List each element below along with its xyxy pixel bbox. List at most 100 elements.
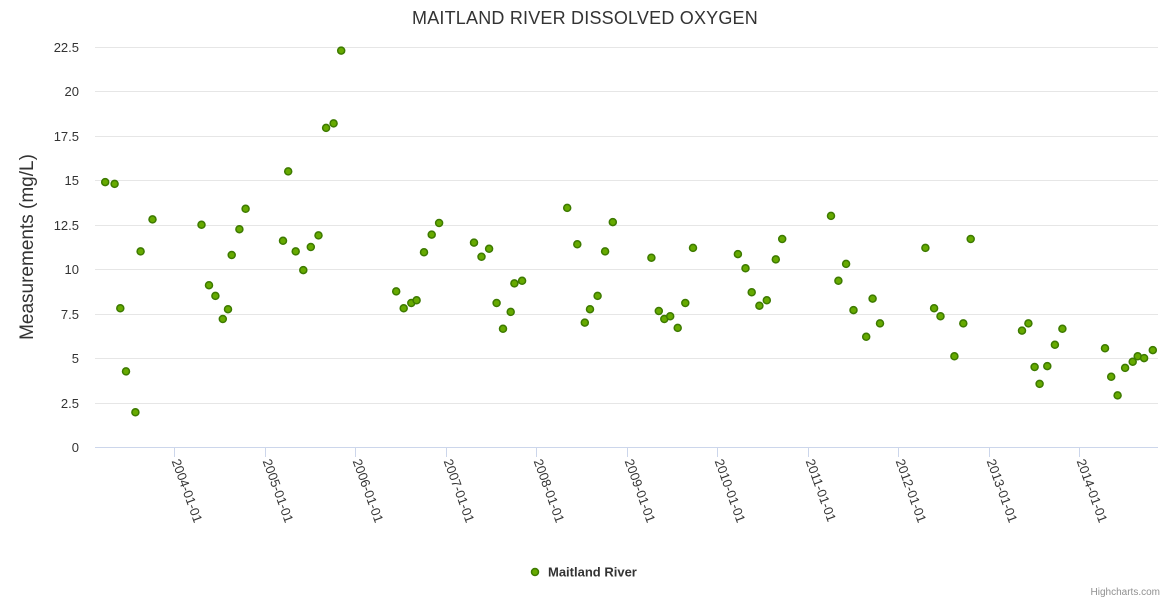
data-point[interactable] bbox=[278, 236, 288, 246]
data-point[interactable] bbox=[136, 247, 145, 256]
data-point[interactable] bbox=[580, 318, 590, 327]
data-point[interactable] bbox=[673, 323, 682, 333]
data-point[interactable] bbox=[469, 238, 479, 247]
data-point[interactable] bbox=[399, 304, 408, 313]
data-point[interactable] bbox=[291, 247, 300, 256]
data-point[interactable] bbox=[929, 304, 939, 313]
data-point[interactable] bbox=[600, 247, 610, 256]
data-point[interactable] bbox=[506, 307, 515, 317]
data-point[interactable] bbox=[110, 179, 119, 189]
series-maitland-river bbox=[100, 46, 1158, 417]
data-point[interactable] bbox=[654, 306, 664, 316]
data-point[interactable] bbox=[306, 242, 316, 252]
x-tick-label: 2010-01-01 bbox=[712, 457, 749, 525]
data-point[interactable] bbox=[148, 215, 157, 224]
data-point[interactable] bbox=[573, 240, 582, 249]
data-point[interactable] bbox=[517, 276, 527, 286]
data-point[interactable] bbox=[861, 332, 871, 342]
data-point[interactable] bbox=[419, 248, 429, 257]
data-point[interactable] bbox=[336, 46, 346, 55]
data-point[interactable] bbox=[608, 217, 618, 227]
data-point[interactable] bbox=[492, 298, 501, 308]
data-point[interactable] bbox=[498, 324, 508, 334]
data-point[interactable] bbox=[314, 231, 323, 240]
data-point[interactable] bbox=[868, 294, 877, 303]
data-point[interactable] bbox=[834, 276, 843, 286]
data-point[interactable] bbox=[283, 167, 293, 176]
data-point[interactable] bbox=[116, 304, 125, 313]
data-point[interactable] bbox=[197, 220, 206, 230]
data-point[interactable] bbox=[100, 177, 110, 187]
data-point[interactable] bbox=[477, 252, 486, 262]
data-point[interactable] bbox=[1120, 363, 1130, 373]
data-point[interactable] bbox=[1058, 324, 1067, 334]
data-point[interactable] bbox=[1017, 326, 1027, 335]
data-point[interactable] bbox=[849, 305, 858, 315]
data-point[interactable] bbox=[733, 249, 743, 259]
data-point[interactable] bbox=[1035, 379, 1044, 389]
data-point[interactable] bbox=[966, 234, 975, 244]
y-tick-label: 22.5 bbox=[54, 40, 79, 55]
x-tick-label: 2009-01-01 bbox=[622, 457, 659, 525]
data-point[interactable] bbox=[510, 279, 519, 288]
data-point[interactable] bbox=[227, 250, 236, 260]
chart-title: MAITLAND RIVER DISSOLVED OXYGEN bbox=[412, 8, 758, 28]
data-point[interactable] bbox=[241, 204, 250, 214]
x-tick-label: 2014-01-01 bbox=[1074, 457, 1111, 525]
data-point[interactable] bbox=[826, 211, 836, 221]
data-point[interactable] bbox=[875, 319, 885, 328]
x-tick-label: 2008-01-01 bbox=[531, 457, 568, 525]
data-point[interactable] bbox=[211, 291, 220, 301]
data-point[interactable] bbox=[131, 408, 140, 417]
data-point[interactable] bbox=[204, 280, 214, 290]
x-tick-label: 2012-01-01 bbox=[893, 457, 930, 525]
data-point[interactable] bbox=[1113, 391, 1122, 400]
data-point[interactable] bbox=[1106, 372, 1116, 382]
data-point[interactable] bbox=[299, 265, 308, 275]
data-point[interactable] bbox=[427, 230, 436, 239]
data-point[interactable] bbox=[329, 119, 338, 128]
data-point[interactable] bbox=[223, 304, 233, 314]
data-point[interactable] bbox=[321, 123, 331, 133]
data-point[interactable] bbox=[1128, 357, 1137, 366]
data-point[interactable] bbox=[562, 203, 572, 213]
data-point[interactable] bbox=[950, 352, 959, 361]
data-point[interactable] bbox=[1100, 344, 1110, 353]
data-point[interactable] bbox=[688, 243, 698, 253]
data-point[interactable] bbox=[1024, 319, 1033, 328]
data-point[interactable] bbox=[593, 291, 602, 301]
data-point[interactable] bbox=[647, 253, 656, 262]
data-point[interactable] bbox=[936, 312, 945, 321]
data-point[interactable] bbox=[741, 264, 750, 273]
data-point[interactable] bbox=[841, 259, 851, 269]
data-point[interactable] bbox=[218, 314, 228, 324]
legend-item-maitland-river[interactable]: Maitland River bbox=[548, 565, 637, 580]
data-point[interactable] bbox=[777, 234, 787, 244]
data-point[interactable] bbox=[747, 288, 756, 297]
data-point[interactable] bbox=[771, 255, 781, 264]
x-tick-label: 2005-01-01 bbox=[260, 457, 297, 525]
data-point[interactable] bbox=[1148, 345, 1158, 355]
data-point[interactable] bbox=[1139, 353, 1149, 363]
data-point[interactable] bbox=[665, 312, 675, 321]
data-point[interactable] bbox=[681, 298, 690, 308]
data-point[interactable] bbox=[121, 367, 131, 376]
data-point[interactable] bbox=[391, 287, 401, 296]
data-point[interactable] bbox=[412, 296, 421, 305]
data-point[interactable] bbox=[921, 243, 930, 253]
credits-link[interactable]: Highcharts.com bbox=[1091, 587, 1160, 598]
data-point[interactable] bbox=[235, 224, 244, 234]
data-point[interactable] bbox=[585, 304, 595, 314]
data-point[interactable] bbox=[762, 296, 772, 305]
data-point[interactable] bbox=[755, 301, 764, 310]
legend[interactable]: Maitland River bbox=[530, 565, 637, 580]
y-tick-label: 5 bbox=[72, 351, 79, 366]
data-point[interactable] bbox=[1050, 340, 1060, 350]
data-point[interactable] bbox=[484, 244, 494, 254]
axes: 0 2.5 5 7.5 10 12.5 15 17.5 20 22.5 2004-01-01 2005… bbox=[54, 40, 1158, 525]
data-point[interactable] bbox=[434, 218, 444, 228]
data-point[interactable] bbox=[1030, 362, 1039, 372]
data-point[interactable] bbox=[959, 319, 968, 328]
data-point[interactable] bbox=[1043, 361, 1052, 371]
